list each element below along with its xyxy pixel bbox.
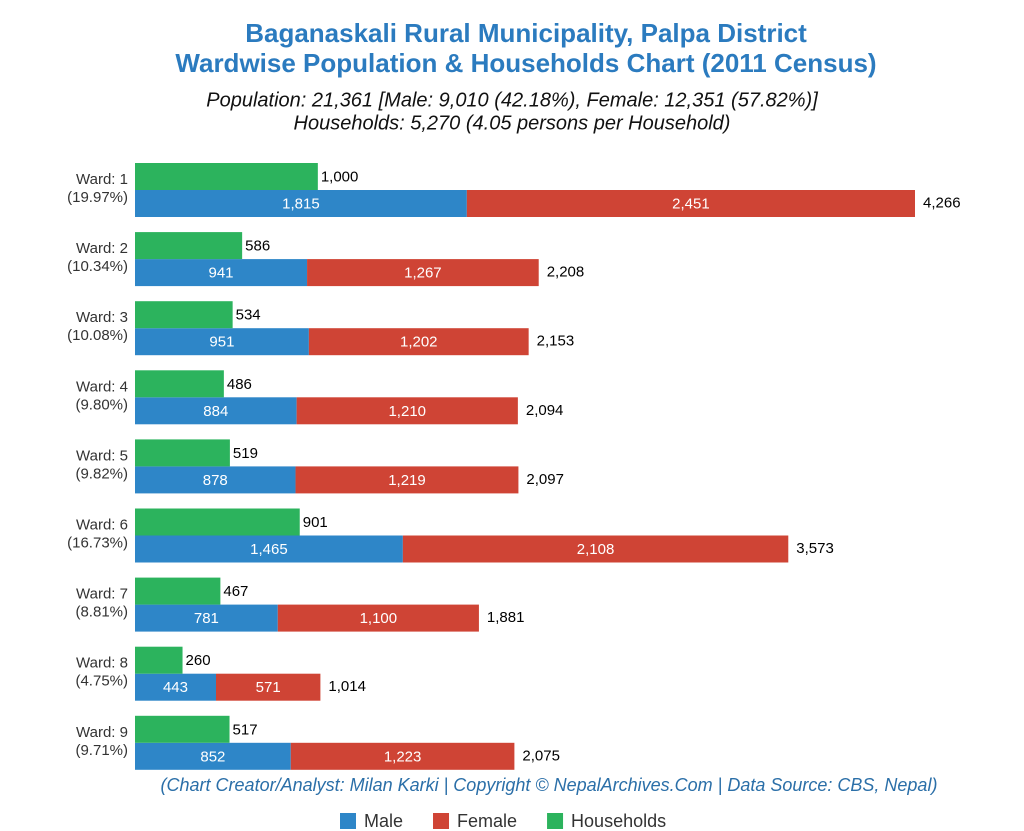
value-label: 1,267 xyxy=(404,265,442,282)
bar-segment xyxy=(135,673,216,701)
category-share: (9.71%) xyxy=(75,742,128,759)
legend-label: Female xyxy=(457,811,517,831)
bar-segment xyxy=(466,190,915,217)
category-share: (19.97%) xyxy=(67,189,128,206)
bar xyxy=(135,232,243,260)
total-label: 2,153 xyxy=(537,333,575,350)
bar-segment xyxy=(215,673,321,701)
value-label: 517 xyxy=(233,721,258,738)
legend-swatch xyxy=(433,813,450,829)
bar xyxy=(135,439,230,467)
value-label: 1,100 xyxy=(360,610,398,627)
category-share: (8.81%) xyxy=(75,604,128,621)
category-share: (10.34%) xyxy=(67,258,128,275)
value-label: 1,000 xyxy=(321,168,359,185)
total-label: 2,097 xyxy=(526,471,564,488)
category-label: Ward: 1 xyxy=(76,171,128,188)
bar xyxy=(135,370,224,398)
bar-segment xyxy=(277,604,479,632)
bar-segment xyxy=(135,259,308,287)
bar-segment xyxy=(135,397,297,425)
chart-subtitle: Population: 21,361 [Male: 9,010 (42.18%)… xyxy=(206,89,818,111)
category-label: Ward: 8 xyxy=(76,655,128,672)
value-label: 1,202 xyxy=(400,334,438,351)
value-label: 852 xyxy=(200,748,225,765)
total-label: 2,075 xyxy=(522,747,560,764)
value-label: 443 xyxy=(163,679,188,696)
bar-segment xyxy=(295,466,519,494)
bar xyxy=(135,301,233,329)
legend-swatch xyxy=(340,813,356,829)
chart-title: Baganaskali Rural Municipality, Palpa Di… xyxy=(245,18,807,48)
total-label: 4,266 xyxy=(923,194,961,211)
value-label: 586 xyxy=(245,238,270,255)
bar xyxy=(135,715,230,743)
category-share: (10.08%) xyxy=(67,327,128,344)
bar-segment xyxy=(135,190,467,217)
value-label: 1,210 xyxy=(388,403,426,420)
value-label: 2,451 xyxy=(672,195,710,212)
bar xyxy=(135,646,183,674)
category-share: (9.82%) xyxy=(75,465,128,482)
total-label: 2,094 xyxy=(526,402,564,419)
legend-swatch xyxy=(547,813,564,829)
total-label: 1,014 xyxy=(328,678,366,695)
chart-title: Wardwise Population & Households Chart (… xyxy=(175,48,876,78)
value-label: 878 xyxy=(203,472,228,489)
bar-segment xyxy=(290,742,515,770)
category-label: Ward: 7 xyxy=(76,586,128,603)
value-label: 1,219 xyxy=(388,472,426,489)
legend-label: Households xyxy=(571,811,666,831)
category-label: Ward: 2 xyxy=(76,240,128,257)
value-label: 1,223 xyxy=(384,748,422,765)
category-label: Ward: 5 xyxy=(76,447,128,464)
value-label: 941 xyxy=(209,265,234,282)
value-label: 2,108 xyxy=(577,541,615,558)
category-label: Ward: 3 xyxy=(76,309,128,326)
value-label: 1,465 xyxy=(250,541,288,558)
legend-label: Male xyxy=(364,811,403,831)
total-label: 1,881 xyxy=(487,609,525,626)
bar xyxy=(135,163,318,190)
total-label: 3,573 xyxy=(796,540,834,557)
bar-segment xyxy=(135,742,291,770)
value-label: 486 xyxy=(227,376,252,393)
category-share: (9.80%) xyxy=(75,396,128,413)
value-label: 1,815 xyxy=(282,195,320,212)
bar-segment xyxy=(307,259,539,287)
category-label: Ward: 4 xyxy=(76,378,128,395)
value-label: 901 xyxy=(303,514,328,531)
value-label: 781 xyxy=(194,610,219,627)
category-label: Ward: 9 xyxy=(76,724,128,741)
bar-segment xyxy=(135,604,278,632)
bar-segment xyxy=(135,535,403,563)
chart-subtitle: Households: 5,270 (4.05 persons per Hous… xyxy=(294,112,731,134)
value-label: 534 xyxy=(236,307,261,324)
value-label: 884 xyxy=(203,403,228,420)
bar-segment xyxy=(135,466,296,494)
value-label: 467 xyxy=(223,583,248,600)
category-share: (16.73%) xyxy=(67,534,128,551)
value-label: 571 xyxy=(256,679,281,696)
category-label: Ward: 6 xyxy=(76,516,128,533)
value-label: 951 xyxy=(209,334,234,351)
caption: (Chart Creator/Analyst: Milan Karki | Co… xyxy=(161,775,938,795)
value-label: 519 xyxy=(233,445,258,462)
bar-segment xyxy=(296,397,518,425)
bar xyxy=(135,508,300,536)
bar xyxy=(135,577,221,605)
bar-segment xyxy=(402,535,789,563)
bar-segment xyxy=(308,328,529,356)
bar-segment xyxy=(135,328,309,356)
value-label: 260 xyxy=(186,652,211,669)
category-share: (4.75%) xyxy=(75,673,128,690)
total-label: 2,208 xyxy=(547,264,585,281)
